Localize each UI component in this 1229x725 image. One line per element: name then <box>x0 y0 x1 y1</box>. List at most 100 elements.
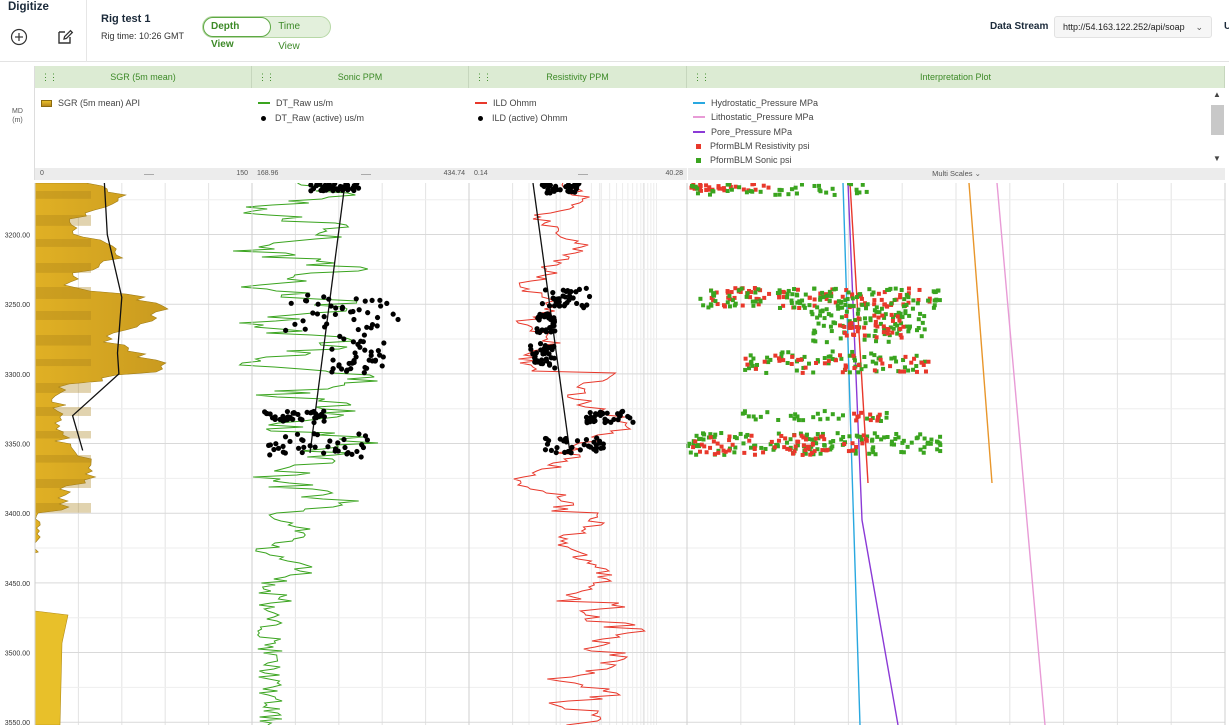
pformblm-sonic-point <box>711 292 716 297</box>
drag-handle-icon[interactable]: ⋮⋮ <box>693 72 710 82</box>
pformblm-resistivity-point <box>917 287 922 292</box>
pformblm-sonic-point <box>777 305 782 310</box>
pformblm-sonic-point <box>747 366 752 371</box>
pformblm-sonic-point <box>938 442 943 447</box>
pformblm-sonic-point <box>859 434 864 439</box>
drag-handle-icon[interactable]: ⋮⋮ <box>475 72 492 82</box>
pformblm-sonic-point <box>843 298 848 303</box>
track-header-sgr[interactable]: ⋮⋮ SGR (5m mean) <box>35 66 252 88</box>
track-header-sonic[interactable]: ⋮⋮ Sonic PPM <box>252 66 469 88</box>
pformblm-sonic-point <box>779 188 784 193</box>
scrollbar-thumb[interactable] <box>1211 105 1224 135</box>
pformblm-sonic-point <box>743 367 748 372</box>
pformblm-sonic-point <box>891 315 896 320</box>
pformblm-resistivity-point <box>790 354 795 359</box>
pformblm-sonic-point <box>836 299 841 304</box>
track-header-resistivity[interactable]: ⋮⋮ Resistivity PPM <box>469 66 687 88</box>
pformblm-sonic-point <box>888 325 893 330</box>
plus-circle-icon[interactable] <box>9 27 29 47</box>
ild-active-point <box>554 186 560 193</box>
pformblm-resistivity-point <box>754 296 759 301</box>
legend-item[interactable]: Lithostatic_Pressure MPa <box>693 112 814 122</box>
chevron-up-icon[interactable]: ▲ <box>1213 90 1221 99</box>
pformblm-sonic-point <box>869 351 874 356</box>
pformblm-sonic-point <box>862 316 867 321</box>
dt-active-point <box>283 327 289 333</box>
legend-item[interactable]: Hydrostatic_Pressure MPa <box>693 98 818 108</box>
pformblm-sonic-point <box>911 367 916 372</box>
dt-active-point <box>351 183 357 189</box>
data-stream-select[interactable]: http://54.163.122.252/api/soap ⌄ <box>1054 16 1212 38</box>
depth-view-button[interactable]: Depth View <box>203 17 272 50</box>
pformblm-sonic-point <box>884 410 889 415</box>
ild-active-point <box>554 445 560 451</box>
pformblm-sonic-point <box>883 312 888 317</box>
ild-active-point <box>543 183 549 186</box>
legend-item[interactable]: PformBLM Sonic psi <box>693 155 792 165</box>
pformblm-sonic-point <box>812 183 817 188</box>
pformblm-resistivity-point <box>801 443 806 448</box>
legend-item[interactable]: Pore_Pressure MPa <box>693 127 792 137</box>
dt-active-point <box>301 444 307 450</box>
pformblm-resistivity-point <box>699 442 704 447</box>
pformblm-resistivity-point <box>741 187 746 192</box>
pformblm-sonic-point <box>712 434 717 439</box>
dt-active-point <box>288 300 294 306</box>
legend-item[interactable]: DT_Raw (active) us/m <box>258 113 364 123</box>
pformblm-sonic-point <box>906 329 911 334</box>
pformblm-resistivity-point <box>772 445 777 450</box>
multi-scales-toggle[interactable]: Multi Scales ⌄ <box>688 168 1225 180</box>
ild-active-point <box>596 438 603 444</box>
legend-scrollbar[interactable]: ▲ ▼ <box>1209 90 1225 166</box>
track-header-interpretation[interactable]: ⋮⋮ Interpretation Plot <box>687 66 1225 88</box>
legend-item[interactable]: SGR (5m mean) API <box>41 98 140 108</box>
dt-active-point <box>335 448 341 454</box>
legend-item[interactable]: ILD Ohmm <box>475 98 537 108</box>
legend-label: Hydrostatic_Pressure MPa <box>711 98 819 108</box>
pformblm-sonic-point <box>897 314 902 319</box>
pformblm-resistivity-point <box>800 452 805 457</box>
legend-item[interactable]: DT_Raw us/m <box>258 98 333 108</box>
user-menu[interactable]: U <box>1224 21 1229 32</box>
pformblm-sonic-point <box>935 447 940 452</box>
md-column-header: MD (m) <box>0 66 35 180</box>
pformblm-sonic-point <box>713 299 718 304</box>
pformblm-resistivity-point <box>727 434 732 439</box>
app-title: Digitize <box>8 1 49 13</box>
dt-active-point <box>317 183 323 187</box>
pformblm-resistivity-point <box>733 184 738 189</box>
chevron-down-icon[interactable]: ▼ <box>1213 154 1221 163</box>
pformblm-sonic-point <box>750 189 755 194</box>
time-view-button[interactable]: Time View <box>278 21 301 52</box>
chevron-down-icon: ⌄ <box>1195 22 1203 32</box>
pformblm-resistivity-point <box>895 314 900 319</box>
legend-item[interactable]: ILD (active) Ohmm <box>475 113 568 123</box>
ild-active-point <box>630 419 636 425</box>
pformblm-sonic-point <box>758 189 763 194</box>
pformblm-sonic-point <box>730 298 735 303</box>
pformblm-sonic-point <box>922 445 927 450</box>
pformblm-resistivity-point <box>863 437 868 442</box>
drag-handle-icon[interactable]: ⋮⋮ <box>258 72 275 82</box>
log-plot-area[interactable]: 3200.00 3250.00 3300.00 3350.00 3400.00 3450.… <box>0 183 1229 725</box>
dt-active-point <box>362 298 368 304</box>
pformblm-sonic-point <box>776 417 781 422</box>
pformblm-resistivity-point <box>858 294 863 299</box>
pformblm-resistivity-point <box>856 414 861 419</box>
pformblm-resistivity-point <box>820 448 825 453</box>
pformblm-resistivity-point <box>708 445 713 450</box>
edit-icon[interactable] <box>55 27 75 47</box>
pformblm-resistivity-point <box>781 303 786 308</box>
pformblm-sonic-point <box>786 288 791 293</box>
pformblm-resistivity-point <box>846 449 851 454</box>
pformblm-sonic-point <box>779 354 784 359</box>
legend-item[interactable]: PformBLM Resistivity psi <box>693 141 810 151</box>
dt-active-point <box>381 340 387 346</box>
pformblm-sonic-point <box>901 358 906 363</box>
ild-active-point <box>569 444 575 450</box>
pformblm-sonic-point <box>863 364 868 369</box>
drag-handle-icon[interactable]: ⋮⋮ <box>41 72 58 82</box>
pformblm-resistivity-point <box>861 433 866 438</box>
pformblm-resistivity-point <box>840 294 845 299</box>
dt-active-point <box>295 445 302 451</box>
